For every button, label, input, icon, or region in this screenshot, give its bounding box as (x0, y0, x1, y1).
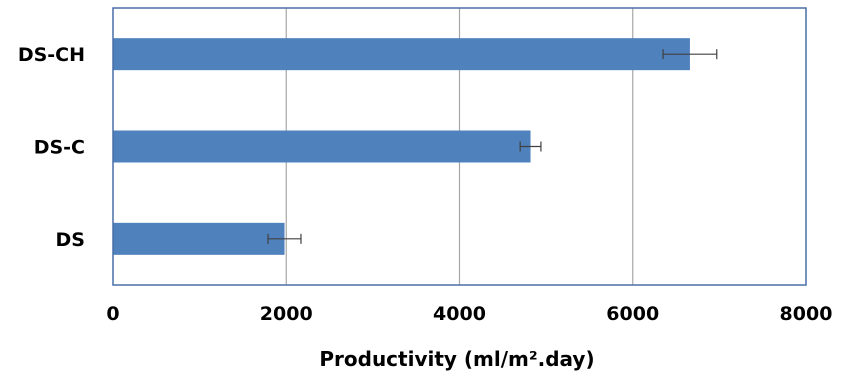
x-tick-label: 4000 (433, 303, 486, 325)
x-tick-label: 2000 (260, 303, 313, 325)
category-label-ds-ch: DS-CH (18, 44, 85, 66)
x-axis-title: Productivity (ml/m².day) (319, 347, 594, 371)
error-bars (267, 49, 718, 244)
category-labels: DS DS-C DS-CH (18, 44, 85, 251)
category-label-ds-c: DS-C (34, 137, 85, 159)
x-tick-label: 6000 (606, 303, 659, 325)
bar-ds-c (113, 130, 531, 163)
error-bar-ds-c (519, 141, 542, 152)
category-label-ds: DS (56, 229, 85, 251)
plot-frame (112, 7, 807, 286)
x-tick-label: 8000 (780, 303, 833, 325)
bar-ds (113, 222, 285, 255)
error-bar-ds (267, 233, 302, 244)
x-tick-label: 0 (106, 303, 119, 325)
bars (113, 38, 690, 255)
x-tick-labels: 0 2000 4000 6000 8000 (106, 303, 832, 325)
bar-ds-ch (113, 38, 690, 71)
error-bar-ds-ch (662, 49, 718, 60)
